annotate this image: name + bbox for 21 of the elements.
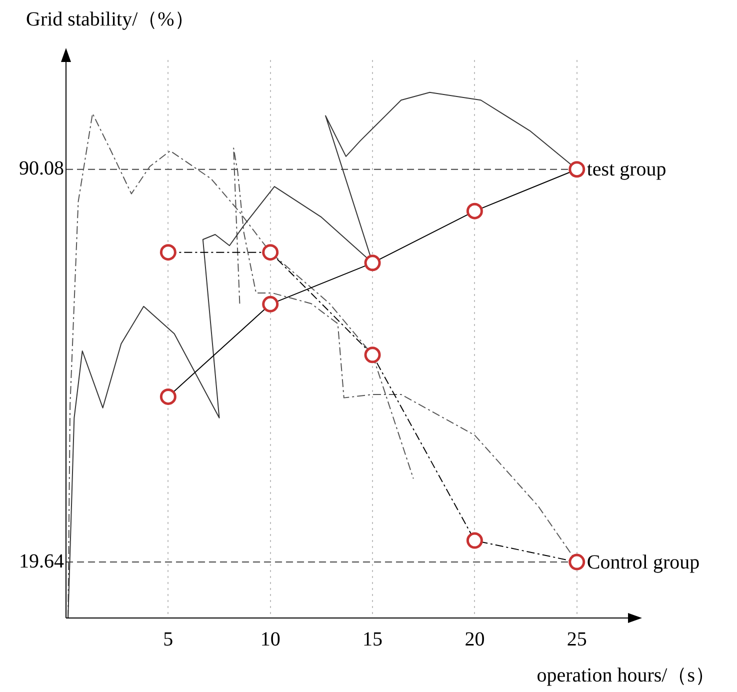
series-label: test group	[586, 158, 666, 181]
y-tick-label: 90.08	[19, 158, 64, 180]
x-tick-label: 10	[260, 628, 280, 650]
point	[466, 532, 483, 549]
point	[160, 388, 176, 405]
point	[364, 346, 381, 364]
x-tick-label: 15	[362, 628, 383, 650]
series-label: Control group	[586, 551, 700, 574]
point	[160, 244, 176, 261]
point	[364, 254, 381, 272]
point	[568, 161, 586, 178]
y-axis-title: Grid stability/（%）	[26, 8, 194, 30]
x-tick-label: 20	[464, 628, 485, 650]
point	[466, 202, 483, 220]
point	[262, 296, 279, 312]
x-tick-label: 25	[566, 628, 587, 650]
point	[262, 244, 279, 261]
y-tick-label: 19.64	[19, 550, 64, 572]
x-tick-label: 5	[163, 628, 174, 650]
point	[568, 554, 586, 570]
x-axis-title: operation hours/（s）	[536, 664, 715, 686]
